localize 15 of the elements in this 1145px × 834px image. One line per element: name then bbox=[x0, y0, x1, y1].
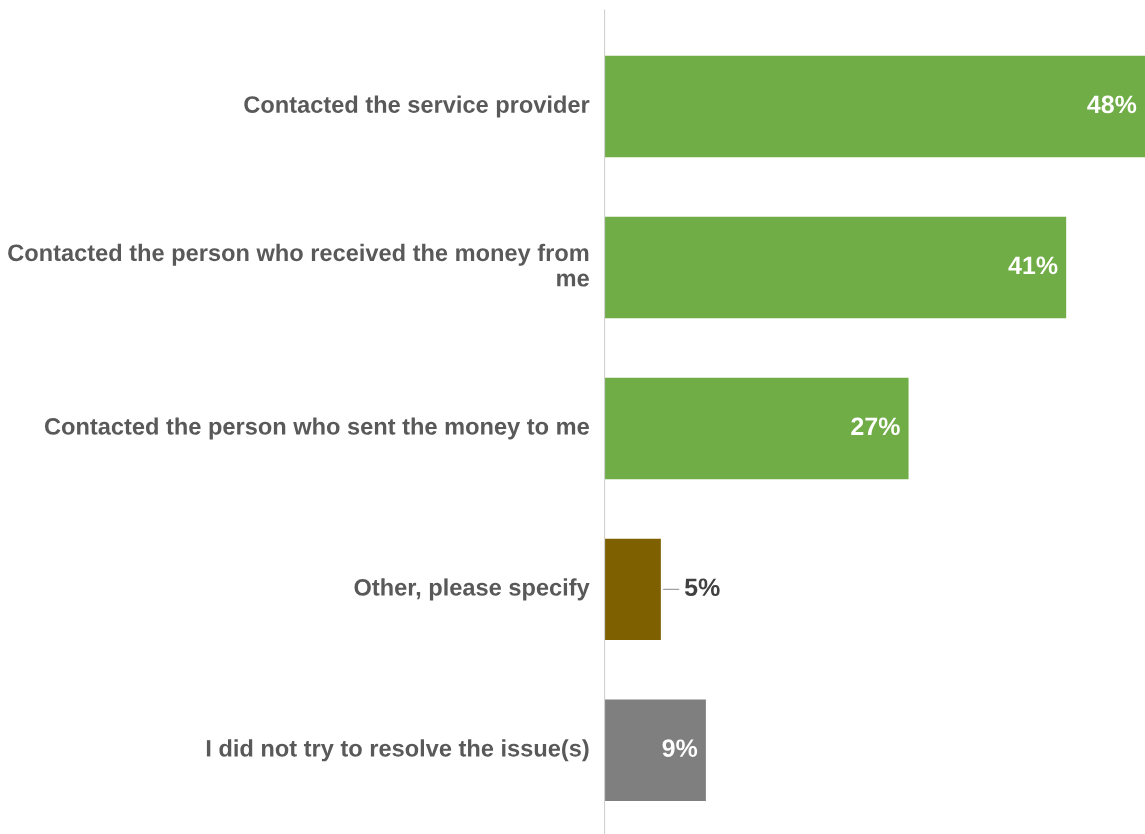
y-tick-label: Contacted the service provider bbox=[244, 95, 590, 118]
y-tick-label: Contacted the person who sent the money to me bbox=[44, 417, 589, 440]
bar bbox=[604, 538, 661, 641]
data-label: 5% bbox=[684, 578, 720, 597]
bar bbox=[604, 699, 706, 802]
data-label: 27% bbox=[851, 417, 900, 436]
y-tick-label: Other, please specify bbox=[354, 578, 590, 601]
data-label: 41% bbox=[1008, 256, 1058, 275]
bar bbox=[604, 55, 1145, 158]
y-tick-label: I did not try to resolve the issue(s) bbox=[206, 739, 589, 762]
data-label: 48% bbox=[1087, 95, 1137, 114]
bar bbox=[604, 377, 909, 480]
data-label: 9% bbox=[662, 739, 698, 758]
y-tick-label: Contacted the person who received the money from me bbox=[8, 243, 589, 287]
bar bbox=[604, 216, 1067, 319]
